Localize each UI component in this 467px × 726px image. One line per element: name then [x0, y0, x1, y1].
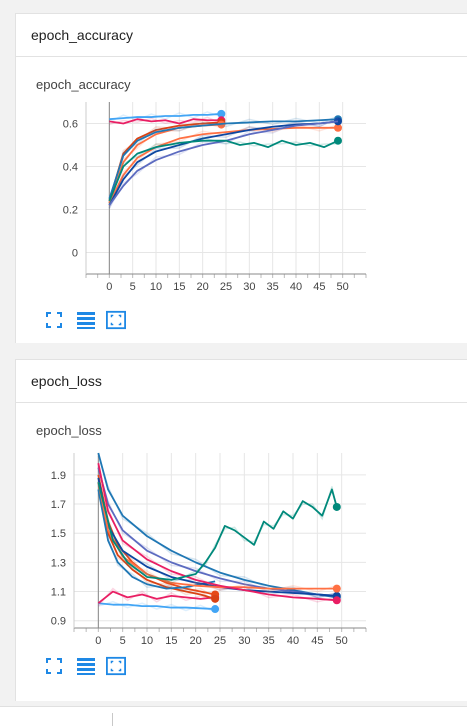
y-tick-label: 1.1 [51, 587, 66, 599]
chart-title: epoch_accuracy [36, 77, 131, 92]
x-tick-label: 20 [197, 281, 209, 293]
accuracy-chart[interactable]: 0 5 10 15 20 25 30 35 40 45 50 0 0.2 0.4 0.6 [16, 97, 467, 305]
toggle-log-icon[interactable] [76, 656, 96, 676]
series-line[interactable] [97, 481, 216, 600]
x-tick-label: 35 [267, 281, 279, 293]
fit-domain-icon[interactable] [44, 656, 64, 676]
series-line[interactable] [108, 120, 339, 206]
series-raw-line [108, 111, 222, 123]
x-tick-label: 20 [190, 635, 202, 647]
series-end-marker[interactable] [211, 605, 220, 614]
y-tick-label: 1.7 [51, 499, 66, 511]
y-tick-label: 1.3 [51, 557, 66, 569]
series-line[interactable] [97, 481, 338, 581]
x-tick-label: 0 [95, 635, 101, 647]
x-tick-label: 40 [287, 635, 299, 647]
series-line[interactable] [108, 126, 338, 204]
section-title: epoch_accuracy [31, 27, 133, 43]
x-tick-label: 35 [263, 635, 275, 647]
series-line[interactable] [97, 452, 337, 599]
chart-card-accuracy: epoch_accuracy 0 5 10 15 20 25 30 35 40 45 50 0 0.2 0… [15, 57, 467, 343]
fit-domain-icon[interactable] [44, 310, 64, 330]
series-raw-line [108, 119, 222, 205]
chart-card-loss: epoch_loss 0 5 10 15 20 25 30 35 40 45 50 0.9 1.1 1.3… [15, 403, 467, 701]
series-line[interactable] [109, 112, 222, 121]
y-tick-label: 1.9 [51, 470, 66, 482]
x-tick-label: 15 [165, 635, 177, 647]
y-tick-label: 0.4 [63, 162, 78, 174]
y-tick-label: 0 [72, 248, 78, 260]
series-line[interactable] [97, 463, 337, 602]
series-line[interactable] [97, 590, 216, 604]
x-tick-label: 30 [243, 281, 255, 293]
y-tick-label: 0.6 [63, 119, 78, 131]
x-tick-label: 50 [336, 635, 348, 647]
series-raw-line [98, 600, 216, 613]
x-tick-label: 10 [150, 281, 162, 293]
y-tick-label: 0.9 [51, 616, 66, 628]
series-line[interactable] [98, 602, 216, 610]
x-tick-label: 30 [238, 635, 250, 647]
section-header-accuracy[interactable]: epoch_accuracy [15, 13, 467, 57]
series-raw-line [109, 116, 222, 126]
series-line[interactable] [97, 467, 337, 597]
zoom-select-icon[interactable] [106, 656, 126, 676]
series-raw-line [97, 587, 216, 607]
series-line[interactable] [97, 481, 337, 590]
x-tick-label: 45 [313, 281, 325, 293]
series-line[interactable] [108, 120, 339, 206]
x-tick-label: 40 [290, 281, 302, 293]
x-tick-label: 0 [106, 281, 112, 293]
x-tick-label: 5 [130, 281, 136, 293]
series-end-marker[interactable] [217, 109, 226, 118]
series-line[interactable] [108, 139, 339, 202]
x-tick-label: 25 [220, 281, 232, 293]
y-tick-label: 0.2 [63, 205, 78, 217]
zoom-select-icon[interactable] [106, 310, 126, 330]
chart-title: epoch_loss [36, 423, 102, 438]
divider [112, 713, 113, 726]
series-line[interactable] [108, 118, 339, 200]
section-title: epoch_loss [31, 373, 102, 389]
series-line[interactable] [97, 477, 337, 597]
series-line[interactable] [108, 121, 222, 202]
series-end-marker[interactable] [332, 502, 341, 511]
x-tick-label: 15 [173, 281, 185, 293]
y-tick-label: 1.5 [51, 528, 66, 540]
section-header-loss[interactable]: epoch_loss [15, 359, 467, 403]
series-end-marker[interactable] [334, 136, 342, 145]
series-end-marker[interactable] [332, 584, 341, 593]
series-end-marker[interactable] [334, 117, 342, 126]
series-end-marker[interactable] [211, 594, 220, 603]
x-tick-label: 25 [214, 635, 226, 647]
series-end-marker[interactable] [334, 123, 342, 132]
x-tick-label: 10 [141, 635, 153, 647]
series-end-marker[interactable] [332, 596, 341, 605]
series-raw-line [108, 136, 339, 205]
series-raw-line [97, 466, 337, 603]
bottom-bar [0, 706, 467, 726]
x-tick-label: 5 [120, 635, 126, 647]
x-tick-label: 45 [311, 635, 323, 647]
series-line[interactable] [109, 118, 222, 125]
loss-chart[interactable]: 0 5 10 15 20 25 30 35 40 45 50 0.9 1.1 1.3 1.5 1.7 1.9 [16, 448, 467, 648]
toggle-log-icon[interactable] [76, 310, 96, 330]
x-tick-label: 50 [337, 281, 349, 293]
